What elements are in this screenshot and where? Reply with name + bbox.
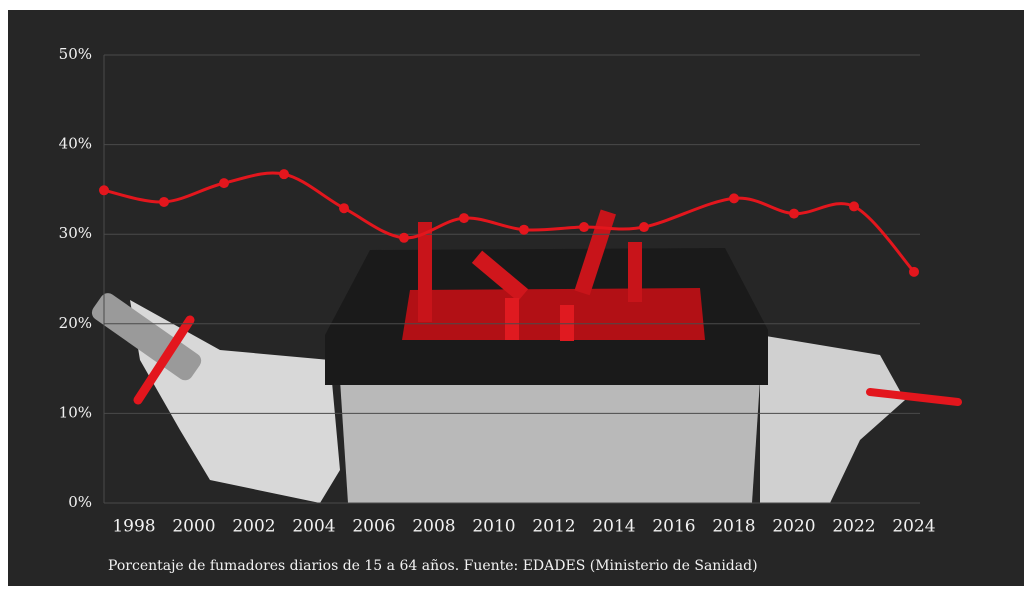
x-tick-label: 2016 bbox=[652, 517, 695, 537]
x-tick-label: 2006 bbox=[352, 517, 395, 537]
x-tick-label: 1998 bbox=[112, 517, 155, 537]
x-tick-label: 2018 bbox=[712, 517, 755, 537]
x-tick-label: 2004 bbox=[292, 517, 335, 537]
y-tick-label: 50% bbox=[59, 45, 92, 63]
x-tick-label: 2008 bbox=[412, 517, 455, 537]
data-point bbox=[639, 222, 649, 233]
x-tick-label: 2020 bbox=[772, 517, 815, 537]
data-point bbox=[279, 169, 289, 180]
x-tick-label: 2022 bbox=[832, 517, 875, 537]
y-tick-label: 10% bbox=[59, 403, 92, 421]
data-point bbox=[339, 203, 349, 214]
data-point bbox=[219, 178, 229, 189]
data-point bbox=[849, 201, 859, 212]
data-point bbox=[459, 213, 469, 224]
y-tick-label: 0% bbox=[68, 493, 92, 511]
caption: Porcentaje de fumadores diarios de 15 a … bbox=[108, 558, 758, 574]
y-tick-label: 40% bbox=[59, 135, 92, 153]
y-tick-label: 20% bbox=[59, 314, 92, 332]
x-tick-label: 2012 bbox=[532, 517, 575, 537]
x-tick-label: 2002 bbox=[232, 517, 275, 537]
x-tick-label: 2010 bbox=[472, 517, 515, 537]
x-tick-label: 2000 bbox=[172, 517, 215, 537]
data-point bbox=[99, 185, 109, 196]
y-tick-label: 30% bbox=[59, 224, 92, 242]
x-tick-label: 2024 bbox=[892, 517, 935, 537]
data-point bbox=[159, 196, 169, 207]
data-point bbox=[729, 193, 739, 204]
data-point bbox=[519, 224, 529, 235]
data-point bbox=[399, 232, 409, 243]
x-tick-label: 2014 bbox=[592, 517, 635, 537]
data-point bbox=[909, 266, 919, 277]
illustration bbox=[91, 209, 962, 503]
data-point bbox=[579, 222, 589, 233]
data-point bbox=[789, 208, 799, 219]
